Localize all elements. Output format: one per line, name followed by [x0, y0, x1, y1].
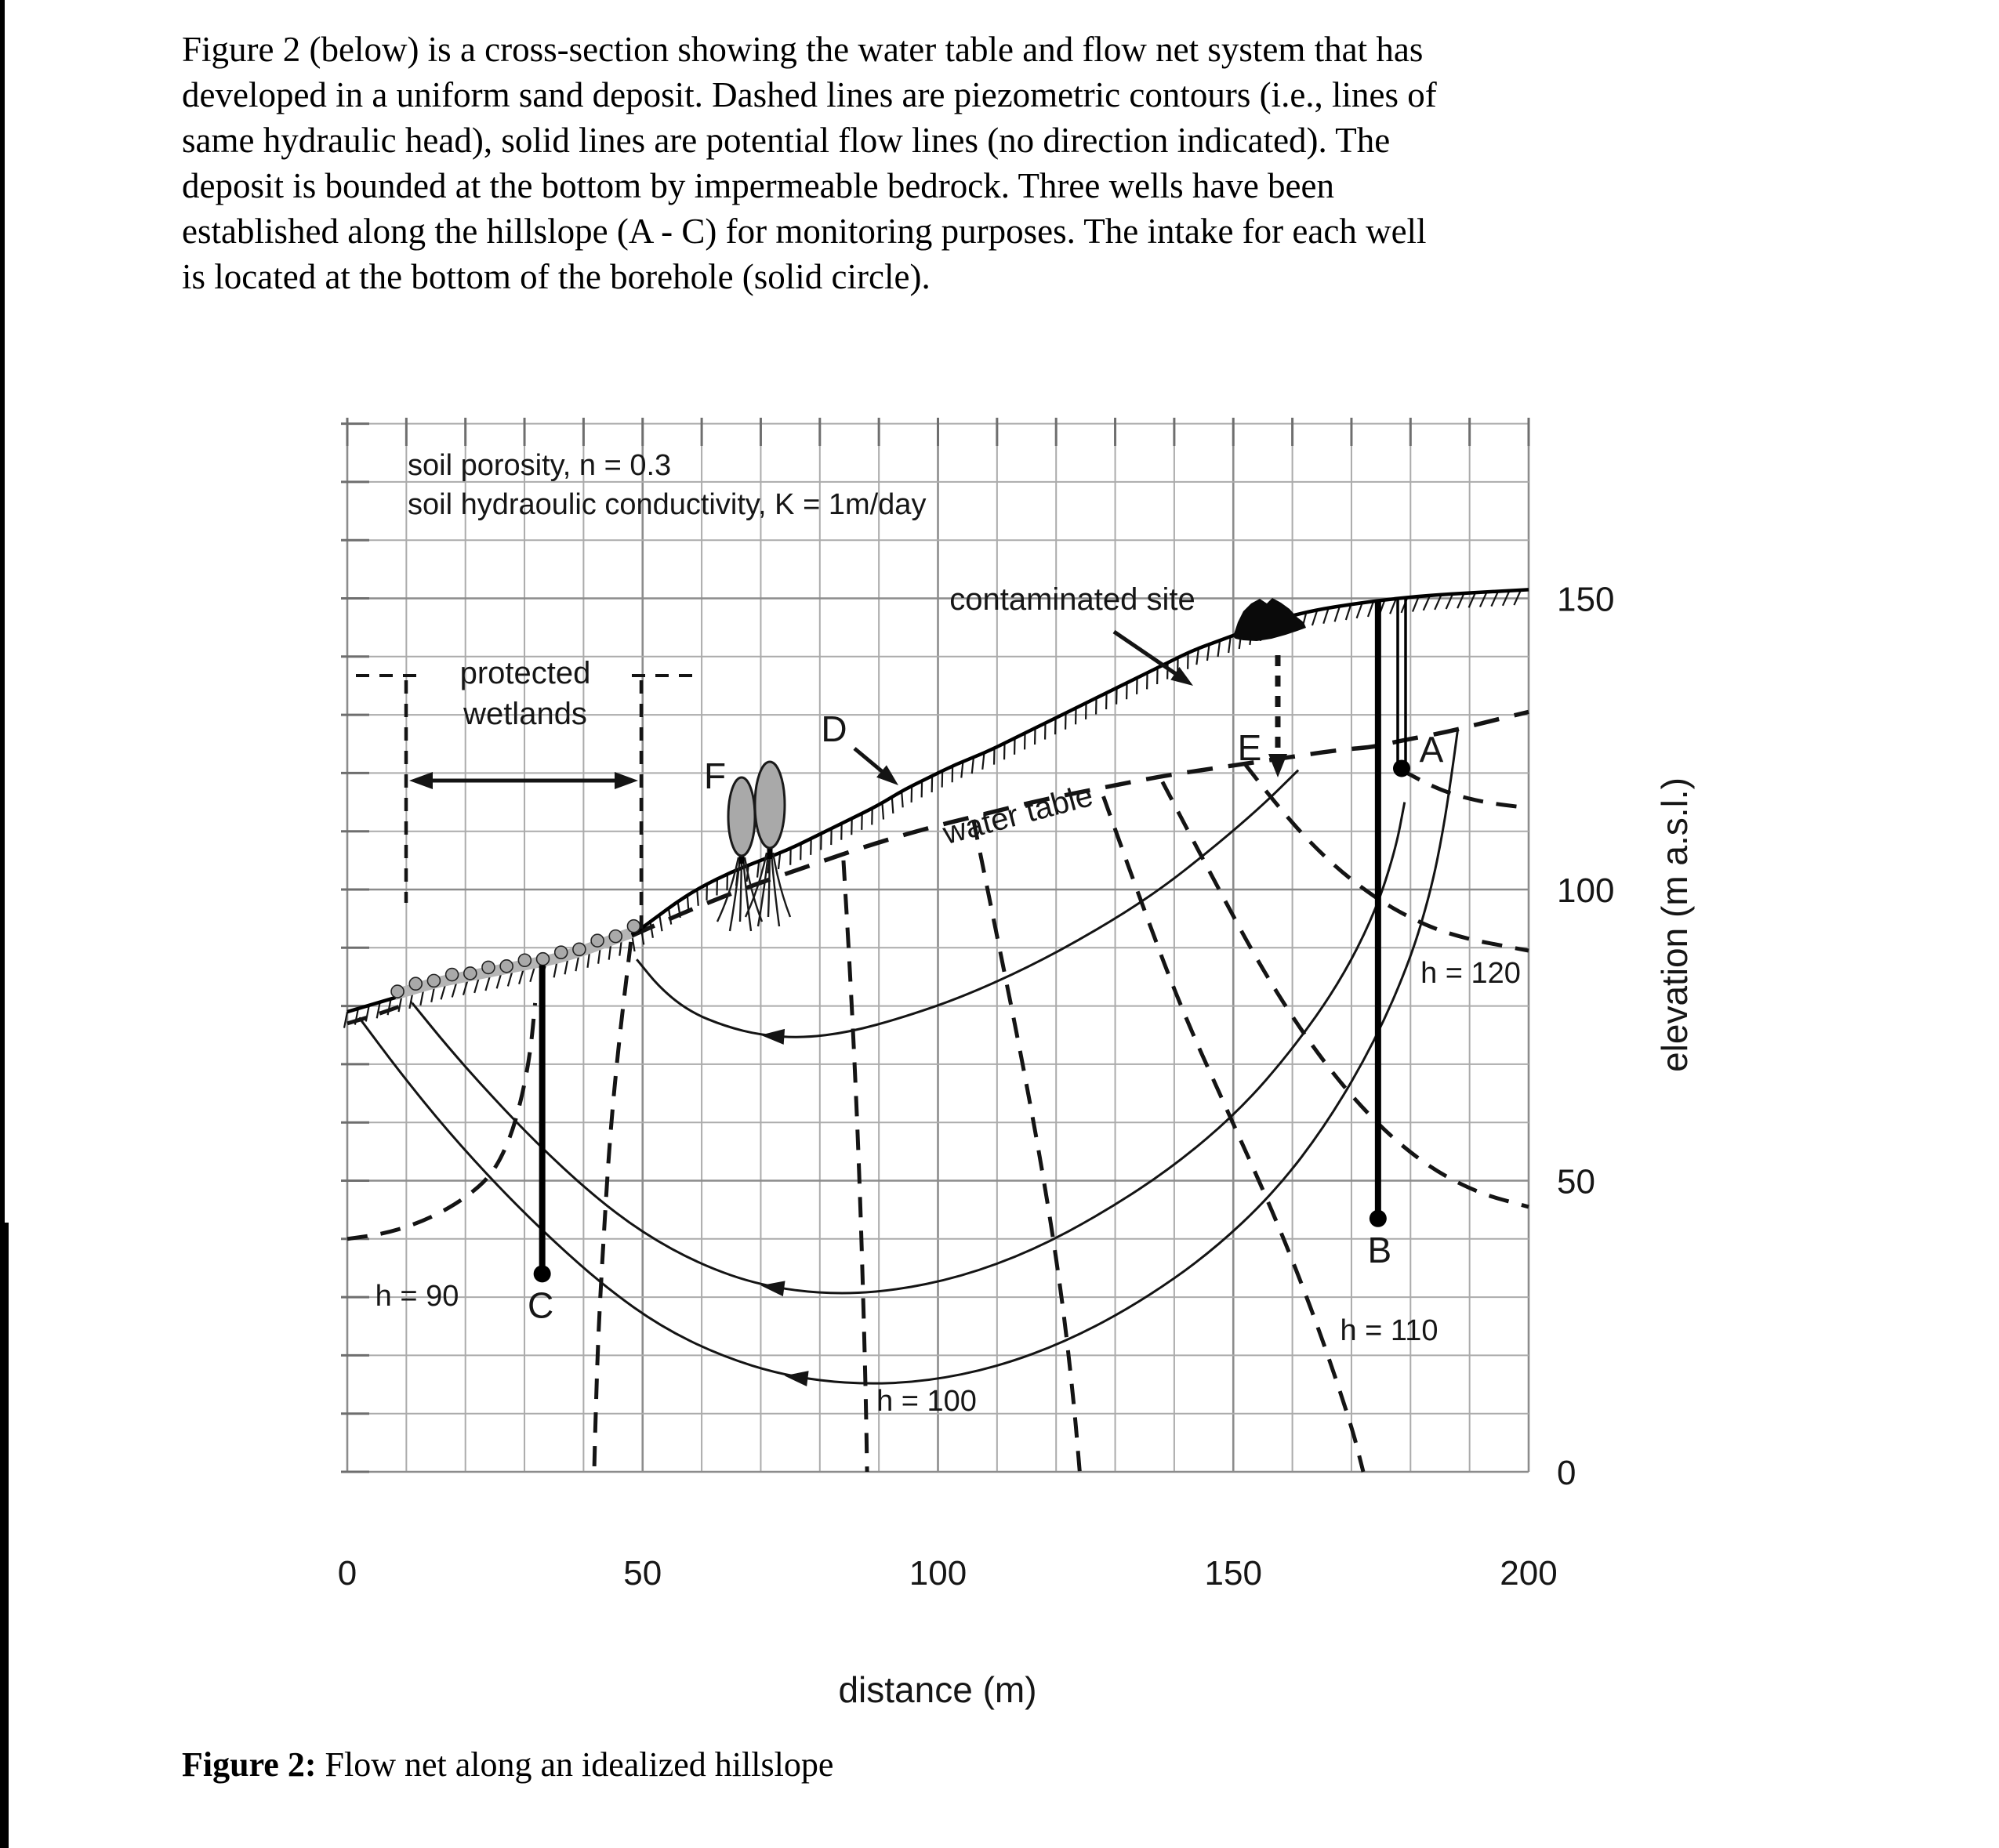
label-protected1: protected — [460, 656, 591, 690]
contaminated-site-blob — [1233, 598, 1306, 641]
x-axis-label: distance (m) — [838, 1669, 1036, 1710]
contour-120 — [1243, 763, 1529, 953]
x-tick-100: 100 — [909, 1554, 967, 1593]
label-h110: h = 110 — [1340, 1314, 1438, 1347]
intro-line: Figure 2 (below) is a cross-section show… — [182, 30, 1424, 69]
well-label-C: C — [528, 1285, 553, 1325]
well-B: B — [1368, 600, 1392, 1270]
caption-text: Flow net along an idealized hillslope — [316, 1745, 834, 1784]
contour-105 — [971, 819, 1082, 1473]
water-table — [629, 709, 1529, 938]
label-h100: h = 100 — [876, 1385, 977, 1418]
label-soil2: soil hydraoulic conductivity, K = 1m/day — [408, 488, 926, 521]
intro-line: is located at the bottom of the borehole… — [182, 257, 931, 296]
label-soil1: soil porosity, n = 0.3 — [408, 449, 671, 482]
x-tick-50: 50 — [623, 1554, 662, 1593]
well-C-intake — [533, 1265, 551, 1283]
y-tick-100: 100 — [1557, 871, 1614, 910]
axes: 150 100 50 0 0 50 100 150 200 distance (m) elevati… — [338, 581, 1695, 1711]
markers — [356, 629, 1287, 933]
label-contaminated: contaminated site — [949, 582, 1195, 617]
label-E: E — [1238, 727, 1262, 768]
flow-3 — [357, 729, 1460, 1385]
well-A: A — [1392, 598, 1444, 777]
y-tick-50: 50 — [1557, 1163, 1595, 1201]
intro-line: established along the hillslope (A - C) … — [182, 212, 1427, 251]
piezometric-contours — [346, 763, 1529, 1473]
contour-100 — [841, 860, 869, 1473]
figure-caption: Figure 2: Flow net along an idealized hi… — [182, 1745, 833, 1785]
scan-edge-artifact — [0, 0, 5, 1848]
flow-lines — [357, 729, 1460, 1386]
x-tick-200: 200 — [1500, 1554, 1557, 1593]
contour-at-A — [1400, 768, 1529, 810]
x-tick-0: 0 — [338, 1554, 357, 1593]
contour-115 — [1160, 781, 1529, 1209]
contour-80 — [346, 1000, 413, 1026]
well-label-A: A — [1420, 729, 1444, 770]
label-h90: h = 90 — [375, 1280, 459, 1313]
label-h120: h = 120 — [1420, 957, 1521, 990]
label-D: D — [821, 708, 847, 749]
water-table-line — [629, 709, 1529, 938]
x-tick-150: 150 — [1205, 1554, 1262, 1593]
caption-label: Figure 2: — [182, 1745, 317, 1784]
label-protected2: wetlands — [463, 697, 587, 731]
intro-paragraph: Figure 2 (below) is a cross-section show… — [182, 27, 1437, 299]
well-C: C — [528, 965, 553, 1325]
wells: C B A — [528, 598, 1444, 1325]
y-tick-0: 0 — [1557, 1454, 1576, 1492]
y-tick-150: 150 — [1557, 581, 1614, 619]
intro-line: same hydraulic head), solid lines are po… — [182, 121, 1391, 160]
contaminated-site — [1233, 598, 1306, 641]
intro-line: deposit is bounded at the bottom by impe… — [182, 166, 1334, 205]
label-F: F — [704, 756, 726, 796]
scan-edge-artifact-bottom — [0, 1223, 9, 1848]
intro-line: developed in a uniform sand deposit. Das… — [182, 75, 1437, 114]
flow-2 — [411, 802, 1406, 1295]
label-water_table: water table — [938, 778, 1096, 851]
contour-95 — [592, 941, 633, 1473]
contaminated-site-arrow — [1112, 629, 1182, 679]
well-B-intake — [1369, 1209, 1387, 1227]
flow-1 — [636, 769, 1300, 1038]
trees — [716, 760, 792, 932]
contour-110 — [1101, 795, 1366, 1473]
y-axis-label: elevation (m a.s.l.) — [1654, 777, 1695, 1072]
well-label-B: B — [1368, 1230, 1392, 1270]
well-A-intake — [1392, 759, 1410, 777]
wetland-vegetation — [390, 919, 641, 1000]
